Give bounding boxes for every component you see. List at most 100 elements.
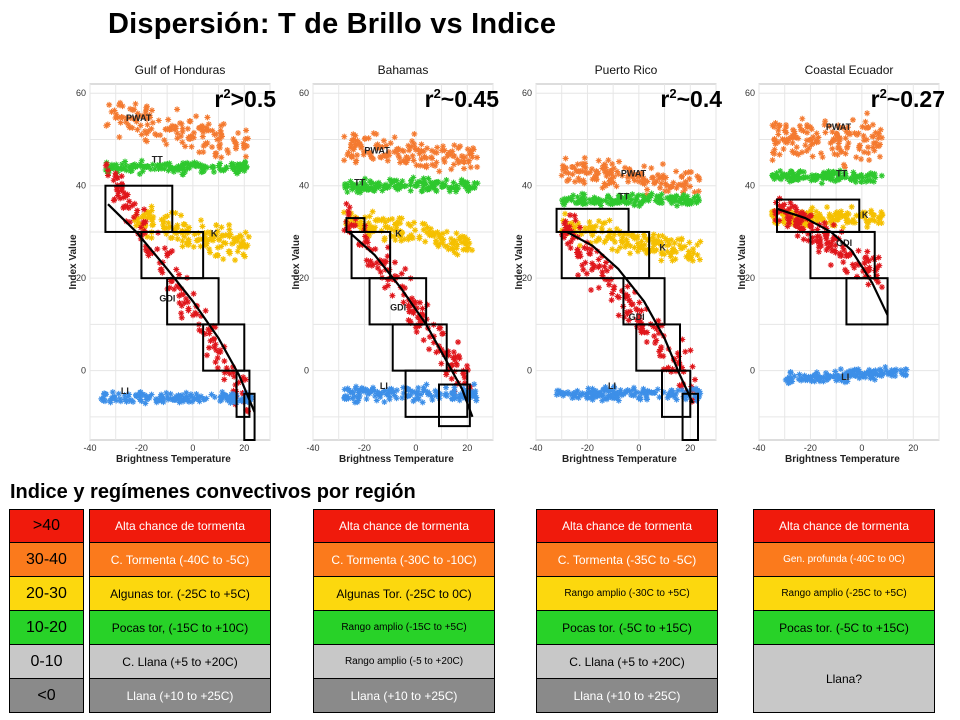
data-point [769,157,776,164]
data-point [838,208,845,215]
data-point [694,173,701,180]
data-point [822,118,829,125]
y-tick-label: 0 [304,366,309,376]
data-point [871,217,878,224]
data-point [389,292,396,299]
data-point [581,168,588,175]
data-point [878,367,885,374]
data-point [825,244,832,251]
regime-box [243,392,256,441]
data-point [848,367,855,374]
data-point [593,238,600,245]
data-point [819,215,826,222]
data-point [244,135,251,142]
data-point [185,242,192,249]
data-point [130,116,137,123]
data-point [474,180,481,187]
data-point [823,240,830,247]
data-point [136,392,143,399]
data-point [591,194,598,201]
data-point [215,162,222,169]
regime-cell: C. Tormenta (-35C to -5C) [536,543,718,577]
data-point [353,383,360,390]
data-point [386,152,393,159]
data-point [842,135,849,142]
data-point [439,239,446,246]
data-point [787,369,794,376]
data-point [345,225,352,232]
data-point [374,265,381,272]
data-point [445,348,452,355]
data-point [837,211,844,218]
data-point [409,138,416,145]
data-point [590,393,597,400]
data-point [561,198,568,205]
data-point [212,359,219,366]
data-point [862,265,869,272]
data-point [651,248,658,255]
data-point [374,388,381,395]
regime-box [166,277,220,326]
data-point [878,209,885,216]
data-point [616,192,623,199]
data-point [471,381,478,388]
data-point [416,316,423,323]
data-point [836,137,843,144]
data-point [165,396,172,403]
data-point [195,394,202,401]
data-point [362,175,369,182]
data-point [672,391,679,398]
data-point [148,207,155,214]
data-point [174,130,181,137]
data-point [234,248,241,255]
series-label: LI [841,372,849,382]
data-point [406,308,413,315]
data-point [193,390,200,397]
data-point [571,212,578,219]
regime-cell: Alta chance de tormenta [753,509,935,543]
data-point [341,395,348,402]
data-point [400,291,407,298]
data-point [348,152,355,159]
data-point [776,208,783,215]
data-point [405,386,412,393]
data-point [449,148,456,155]
data-point [123,114,130,121]
data-point [609,246,616,253]
data-point [832,368,839,375]
data-point [837,366,844,373]
data-point [811,378,818,385]
data-point [778,176,785,183]
data-point [784,174,791,181]
data-point [137,161,144,168]
data-point [188,134,195,141]
data-point [347,141,354,148]
data-point [365,230,372,237]
data-point [776,202,783,209]
data-point [650,323,657,330]
data-point [581,154,588,161]
data-point [446,366,453,373]
data-point [600,391,607,398]
data-point [142,400,149,407]
data-point [840,247,847,254]
data-point [144,233,151,240]
data-point [215,349,222,356]
data-point [593,176,600,183]
data-point [429,155,436,162]
data-point [603,182,610,189]
data-point [618,287,625,294]
data-point [654,171,661,178]
data-point [419,310,426,317]
data-point [420,226,427,233]
data-point [433,392,440,399]
data-point [644,329,651,336]
data-point [165,116,172,123]
data-point [815,244,822,251]
data-point [561,201,568,208]
data-point [117,195,124,202]
data-point [588,390,595,397]
data-point [216,142,223,149]
data-point [344,189,351,196]
data-point [365,220,372,227]
